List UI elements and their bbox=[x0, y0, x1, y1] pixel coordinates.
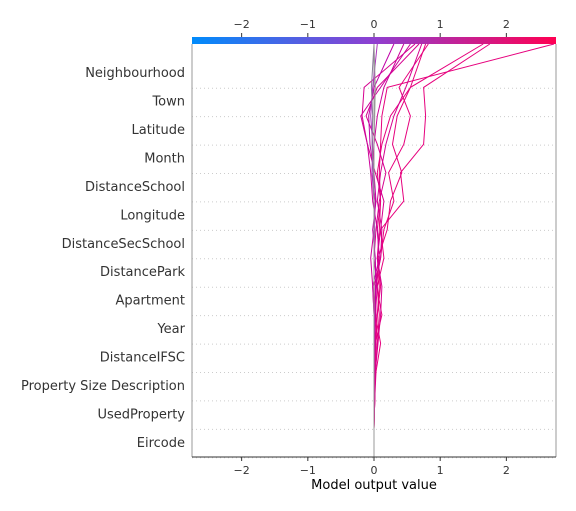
feature-label: Property Size Description bbox=[21, 379, 185, 394]
top-tick-label: −1 bbox=[300, 18, 316, 31]
bottom-tick-label: 2 bbox=[503, 464, 510, 477]
feature-label: Latitude bbox=[131, 123, 185, 138]
bottom-axis: −2 −1 0 1 2 bbox=[234, 457, 510, 477]
feature-label: Month bbox=[144, 152, 185, 167]
feature-labels: Neighbourhood Town Latitude Month DistanceSc… bbox=[21, 66, 186, 451]
bottom-tick-label: −2 bbox=[234, 464, 250, 477]
feature-label: Year bbox=[156, 322, 185, 337]
feature-label: DistancePark bbox=[100, 265, 185, 280]
top-tick-label: 1 bbox=[437, 18, 444, 31]
feature-label: Longitude bbox=[120, 208, 185, 223]
top-tick-label: −2 bbox=[234, 18, 250, 31]
decision-lines bbox=[360, 43, 555, 457]
decision-line bbox=[373, 43, 484, 457]
feature-label: Apartment bbox=[115, 294, 185, 309]
top-tick-label: 0 bbox=[371, 18, 378, 31]
feature-label: Eircode bbox=[137, 436, 185, 451]
bottom-tick-label: 0 bbox=[371, 464, 378, 477]
top-axis: −2 −1 0 1 2 bbox=[234, 18, 510, 37]
x-axis-title: Model output value bbox=[311, 478, 437, 493]
top-tick-label: 2 bbox=[503, 18, 510, 31]
feature-label: DistanceIFSC bbox=[100, 351, 185, 366]
bottom-tick-label: 1 bbox=[437, 464, 444, 477]
bottom-tick-label: −1 bbox=[300, 464, 316, 477]
decision-line bbox=[373, 43, 555, 457]
decision-line bbox=[370, 43, 405, 457]
decision-line bbox=[373, 43, 423, 457]
colorbar bbox=[192, 37, 556, 44]
decision-line bbox=[373, 43, 491, 457]
feature-label: DistanceSchool bbox=[85, 180, 185, 195]
decision-line bbox=[373, 43, 429, 457]
feature-label: DistanceSecSchool bbox=[62, 237, 185, 252]
decision-line bbox=[373, 43, 376, 457]
decision-line bbox=[361, 43, 416, 457]
feature-label: Neighbourhood bbox=[85, 66, 185, 81]
feature-label: UsedProperty bbox=[97, 407, 185, 422]
decision-line bbox=[360, 43, 411, 457]
grid-lines bbox=[192, 87, 556, 459]
feature-label: Town bbox=[151, 95, 185, 110]
